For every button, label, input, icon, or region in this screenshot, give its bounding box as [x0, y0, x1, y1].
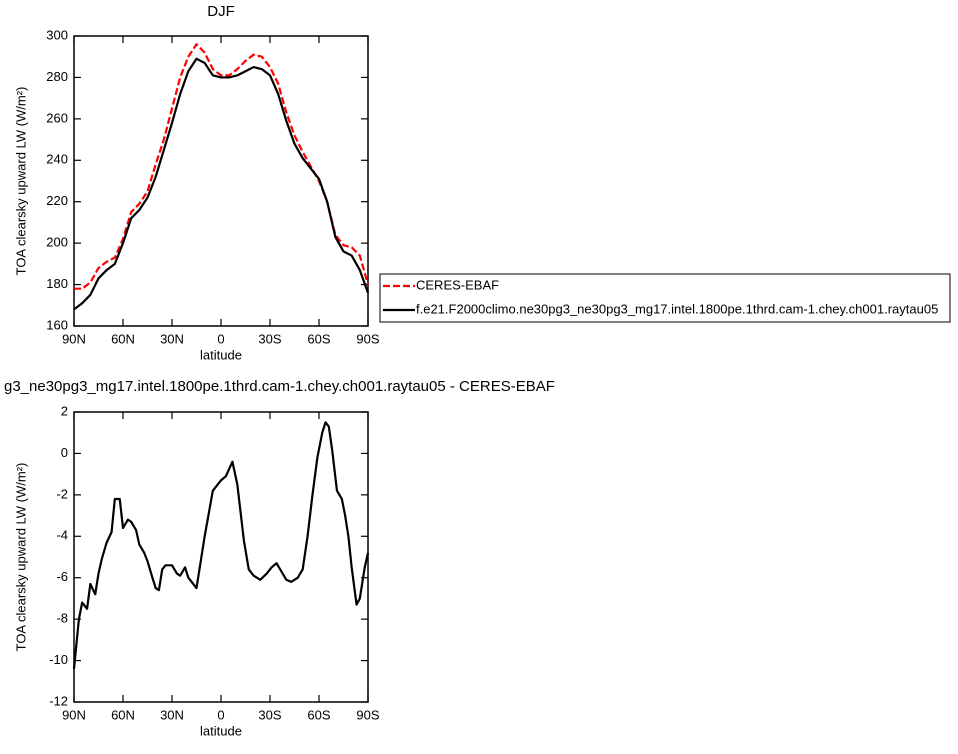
- y-tick-label: 200: [46, 235, 68, 250]
- y-tick-label: 220: [46, 193, 68, 208]
- x-tick-label: 90S: [356, 331, 379, 346]
- y-axis-label: TOA clearsky upward LW (W/m²): [13, 87, 28, 276]
- data-line: [72, 421, 370, 669]
- y-tick-label: 240: [46, 152, 68, 167]
- y-tick-label: 0: [61, 445, 68, 460]
- legend-label: f.e21.F2000climo.ne30pg3_ne30pg3_mg17.in…: [416, 301, 938, 316]
- data-line: [73, 57, 370, 311]
- chart-title: g3_ne30pg3_mg17.intel.1800pe.1thrd.cam-1…: [4, 378, 555, 395]
- plot-frame: [73, 411, 369, 703]
- x-tick-label: 30S: [258, 707, 281, 722]
- x-tick-label: 90N: [62, 707, 86, 722]
- data-line: [74, 43, 370, 290]
- y-tick-label: -4: [56, 528, 68, 543]
- x-axis-label: latitude: [200, 723, 242, 738]
- y-tick-label: 260: [46, 110, 68, 125]
- x-tick-label: 0: [217, 331, 224, 346]
- y-tick-label: 160: [46, 317, 68, 332]
- x-tick-label: 60N: [111, 707, 135, 722]
- x-tick-label: 90S: [356, 707, 379, 722]
- legend-box: [379, 273, 951, 323]
- legend-label: CERES-EBAF: [416, 277, 499, 292]
- x-tick-label: 30N: [160, 331, 184, 346]
- x-tick-label: 60S: [307, 707, 330, 722]
- chart-title: DJF: [207, 3, 235, 20]
- plot-frame: [73, 35, 369, 327]
- y-tick-label: 300: [46, 27, 68, 42]
- y-tick-label: -6: [56, 569, 68, 584]
- x-tick-label: 90N: [62, 331, 86, 346]
- x-tick-label: 30N: [160, 707, 184, 722]
- x-axis-label: latitude: [200, 347, 242, 362]
- x-tick-label: 30S: [258, 331, 281, 346]
- y-tick-label: -2: [56, 486, 68, 501]
- y-tick-label: 180: [46, 276, 68, 291]
- y-axis-label: TOA clearsky upward LW (W/m²): [13, 463, 28, 652]
- y-tick-label: -10: [49, 652, 68, 667]
- y-tick-label: -12: [49, 693, 68, 708]
- x-tick-label: 0: [217, 707, 224, 722]
- y-tick-label: 2: [61, 403, 68, 418]
- y-tick-label: -8: [56, 611, 68, 626]
- x-tick-label: 60S: [307, 331, 330, 346]
- y-tick-label: 280: [46, 69, 68, 84]
- x-tick-label: 60N: [111, 331, 135, 346]
